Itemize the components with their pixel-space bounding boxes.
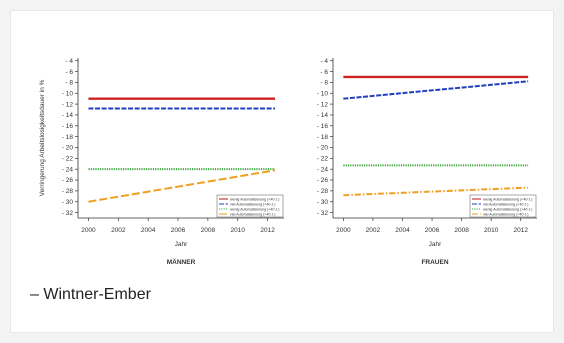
series-line-2 bbox=[343, 80, 529, 100]
x-tick-label: 2002 bbox=[366, 227, 381, 234]
y-tick-label: - 20 bbox=[62, 145, 74, 152]
x-tick-label: 2006 bbox=[171, 227, 186, 234]
y-tick-label: - 12 bbox=[317, 101, 329, 108]
y-tick-label: - 4 bbox=[320, 58, 328, 65]
legend-entry: wenig Automatisierung (>40 J.) bbox=[483, 207, 532, 211]
y-tick-label: - 22 bbox=[62, 156, 74, 163]
legend-entry: wenig Automatisierung (<40 J.) bbox=[230, 197, 279, 201]
x-tick-label: 2000 bbox=[336, 227, 351, 234]
x-tick-label: 2008 bbox=[201, 227, 216, 234]
y-axis-title: Verringerung Arbeitslosigkeitsdauer in % bbox=[39, 79, 46, 196]
x-tick-label: 2004 bbox=[141, 227, 156, 234]
x-tick-label: 2004 bbox=[395, 227, 410, 234]
y-tick-label: - 16 bbox=[62, 123, 74, 130]
legend-entry: viel Automatisierung (>40 J.) bbox=[230, 212, 275, 216]
y-tick-label: - 14 bbox=[317, 112, 329, 119]
y-tick-label: - 24 bbox=[317, 166, 329, 173]
y-tick-label: - 20 bbox=[317, 145, 329, 152]
caption: – Wintner-Ember bbox=[30, 286, 151, 303]
y-tick-label: - 18 bbox=[62, 134, 74, 141]
y-tick-label: - 30 bbox=[317, 199, 329, 206]
y-tick-label: - 10 bbox=[317, 90, 329, 97]
y-tick-label: - 28 bbox=[62, 188, 74, 195]
x-tick-label: 2010 bbox=[484, 227, 499, 234]
y-tick-label: - 10 bbox=[62, 90, 74, 97]
y-tick-label: - 30 bbox=[62, 199, 74, 206]
y-tick-label: - 16 bbox=[317, 123, 329, 130]
legend-entry: wenig Automatisierung (<40 J.) bbox=[483, 197, 532, 201]
legend-box bbox=[216, 194, 284, 218]
y-tick-label: - 18 bbox=[317, 134, 329, 141]
x-tick-label: 2006 bbox=[425, 227, 440, 234]
series-line-4 bbox=[343, 186, 529, 197]
x-axis-title: Jahr bbox=[175, 241, 188, 248]
x-axis-title: Jahr bbox=[429, 241, 442, 248]
x-tick-label: 2008 bbox=[454, 227, 469, 234]
y-tick-label: - 26 bbox=[62, 177, 74, 184]
y-tick-label: - 6 bbox=[65, 69, 73, 76]
y-tick-label: - 26 bbox=[317, 177, 329, 184]
figure-card bbox=[10, 10, 554, 333]
y-tick-label: - 8 bbox=[320, 80, 328, 87]
y-tick-label: - 28 bbox=[317, 188, 329, 195]
y-tick-label: - 32 bbox=[317, 210, 329, 217]
y-tick-label: - 4 bbox=[65, 58, 73, 65]
legend-entry: viel Automatisierung (<40 J.) bbox=[483, 202, 528, 206]
legend-box bbox=[469, 194, 537, 218]
y-tick-label: - 6 bbox=[320, 69, 328, 76]
x-tick-label: 2000 bbox=[81, 227, 96, 234]
series-line-4 bbox=[88, 169, 276, 203]
y-tick-label: - 22 bbox=[317, 156, 329, 163]
x-tick-label: 2012 bbox=[260, 227, 275, 234]
x-tick-label: 2002 bbox=[111, 227, 126, 234]
y-tick-label: - 12 bbox=[62, 101, 74, 108]
panel-title: MÄNNER bbox=[167, 258, 196, 266]
x-tick-label: 2012 bbox=[514, 227, 529, 234]
x-tick-label: 2010 bbox=[230, 227, 245, 234]
y-tick-label: - 14 bbox=[62, 112, 74, 119]
legend-entry: wenig Automatisierung (>40 J.) bbox=[230, 207, 279, 211]
y-tick-label: - 24 bbox=[62, 166, 74, 173]
y-tick-label: - 32 bbox=[62, 210, 74, 217]
legend-entry: viel Automatisierung (>40 J.) bbox=[483, 212, 528, 216]
panel-title: FRAUEN bbox=[421, 259, 448, 266]
legend-entry: viel Automatisierung (<40 J.) bbox=[230, 202, 275, 206]
y-tick-label: - 8 bbox=[65, 80, 73, 87]
